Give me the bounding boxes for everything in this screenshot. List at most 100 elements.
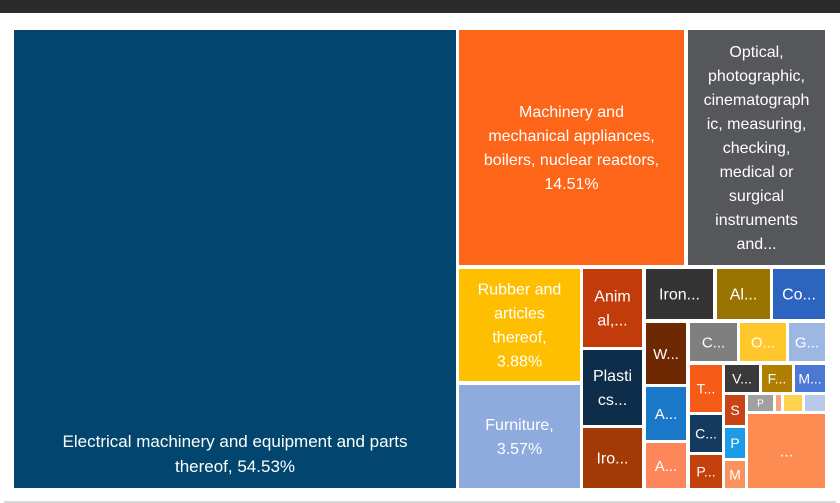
treemap-tile-tiny3[interactable]	[784, 395, 802, 411]
treemap-tile-rect	[583, 269, 642, 347]
treemap-tile-plastics[interactable]: Plasti cs...	[583, 350, 642, 425]
treemap-tile-label: Electrical machinery and equipment and p…	[63, 432, 408, 476]
treemap-tile-label-line: photographic,	[708, 68, 805, 85]
treemap-tile-g[interactable]: G...	[789, 323, 825, 361]
treemap-tile-al[interactable]: Al...	[717, 269, 770, 319]
treemap-tile-label-line: 3.88%	[497, 354, 542, 371]
treemap-tile-w[interactable]: W...	[646, 323, 686, 384]
treemap-tile-m1[interactable]: M...	[795, 365, 825, 392]
treemap-tile-rect	[646, 269, 713, 319]
treemap-tile-label: Optical, photographic, cinematograph ic, me…	[704, 44, 810, 253]
treemap-tile-label: C...	[695, 425, 717, 441]
treemap-tile-iron1[interactable]: Iron...	[646, 269, 713, 319]
treemap-tile-label-line: and...	[736, 236, 776, 253]
treemap-tile-label-line: C...	[702, 334, 725, 351]
treemap-tile-rect	[459, 385, 580, 488]
treemap-tile-label-line: P...	[696, 463, 715, 479]
treemap-tile-label: W...	[653, 346, 679, 363]
treemap-tile-t[interactable]: T...	[690, 365, 722, 412]
treemap-tile-label: P	[757, 399, 764, 410]
treemap-tile-rect	[646, 387, 686, 440]
treemap-tile-label: O...	[751, 334, 775, 351]
treemap-tile-c2[interactable]: C...	[690, 415, 722, 452]
treemap-tile-rect	[646, 443, 686, 488]
treemap-tile-rect	[773, 269, 825, 319]
treemap-tile-tiny4[interactable]	[805, 395, 825, 411]
treemap-tile-label-line: Optical,	[729, 44, 783, 61]
treemap-tile-a1[interactable]: A...	[646, 387, 686, 440]
treemap-tile-label-line: O...	[751, 334, 775, 351]
treemap-tile-label-line: Plasti	[593, 368, 632, 385]
treemap-tile-label-line: S	[730, 402, 739, 418]
treemap-tile-label-line: boilers, nuclear reactors,	[484, 152, 659, 169]
treemap-tile-rect	[717, 269, 770, 319]
treemap-tile-label-line: G...	[795, 334, 819, 351]
treemap-tile-label: Iro...	[596, 451, 628, 468]
treemap-tile-tiny1[interactable]: P	[748, 395, 773, 411]
treemap-tile-rect	[725, 461, 745, 488]
treemap-tile-label: M...	[798, 370, 821, 386]
treemap-tile-label: V...	[732, 370, 752, 386]
treemap-tile-machinery[interactable]: Machinery and mechanical appliances, boile…	[459, 30, 684, 265]
treemap-tile-label: Machinery and mechanical appliances, boile…	[484, 104, 659, 193]
treemap-tile-label-line: 14.51%	[544, 176, 598, 193]
treemap-tile-label: Furniture, 3.57%	[485, 417, 553, 458]
treemap-tile-label-line: al,...	[597, 313, 627, 330]
treemap-tile-p2[interactable]: P	[725, 428, 745, 458]
treemap-tile-label-line: medical or	[720, 164, 794, 181]
treemap-tile-label-line: M...	[798, 370, 821, 386]
treemap-tile-label: P	[730, 435, 739, 451]
treemap-tile-label-line: Al...	[730, 287, 758, 304]
treemap-tile-p1[interactable]: P...	[690, 455, 722, 488]
treemap-tile-rect	[748, 414, 825, 488]
treemap-tile-f[interactable]: F...	[762, 365, 792, 392]
treemap-tile-label: Al...	[730, 287, 758, 304]
treemap-tile-label-line: P	[730, 435, 739, 451]
treemap-tile-rect	[740, 323, 786, 361]
treemap-tile-label-line: thereof,	[492, 330, 546, 347]
treemap-tile-label-line: P	[757, 399, 764, 410]
treemap-tile-label-line: Machinery and	[519, 104, 624, 121]
treemap-tile-rect	[690, 365, 722, 412]
treemap-tile-v[interactable]: V...	[725, 365, 759, 392]
treemap-tile-optical[interactable]: Optical, photographic, cinematograph ic, me…	[688, 30, 825, 265]
treemap-tile-electrical[interactable]: Electrical machinery and equipment and p…	[14, 30, 456, 488]
treemap-tile-iron2[interactable]: Iro...	[583, 428, 642, 488]
treemap-tile-label-line: C...	[695, 425, 717, 441]
treemap-tile-rect	[784, 395, 802, 411]
treemap-tile-rect	[583, 350, 642, 425]
treemap-tile-rect	[583, 428, 642, 488]
treemap-tile-furniture[interactable]: Furniture, 3.57%	[459, 385, 580, 488]
treemap-tile-label: M	[729, 466, 741, 482]
treemap-tile-label-line: instruments	[715, 212, 798, 229]
treemap-tile-label-line: articles	[494, 306, 545, 323]
treemap-tile-label-line: ...	[780, 444, 793, 461]
treemap-tile-rect	[805, 395, 825, 411]
treemap-tile-tiny2[interactable]	[776, 395, 781, 411]
treemap-tile-c1[interactable]: C...	[690, 323, 737, 361]
treemap-tile-label-line: T...	[697, 380, 716, 396]
treemap-tile-o[interactable]: O...	[740, 323, 786, 361]
treemap-tile-label: ...	[780, 444, 793, 461]
treemap-tile-animal[interactable]: Anim al,...	[583, 269, 642, 347]
treemap-tile-label: Iron...	[659, 287, 700, 304]
treemap-tile-label: Anim al,...	[594, 289, 630, 330]
treemap-tile-label-line: W...	[653, 346, 679, 363]
treemap-tile-label-line: Iron...	[659, 287, 700, 304]
treemap-tile-rest[interactable]: ...	[748, 414, 825, 488]
treemap-tile-rect	[14, 30, 456, 488]
treemap-tile-label-line: Rubber and	[478, 282, 562, 299]
treemap-tile-label: A...	[655, 406, 678, 423]
treemap-tile-m2[interactable]: M	[725, 461, 745, 488]
treemap-tile-label-line: Iro...	[596, 451, 628, 468]
treemap-tile-s[interactable]: S	[725, 395, 745, 425]
treemap-tile-rect	[725, 428, 745, 458]
treemap-tile-label-line: 3.57%	[497, 441, 542, 458]
treemap-tile-rect	[646, 323, 686, 384]
treemap-tile-label-line: Co...	[782, 287, 816, 304]
treemap-tile-rubber[interactable]: Rubber and articles thereof, 3.88%	[459, 269, 580, 381]
treemap-tile-label-line: M	[729, 466, 741, 482]
treemap-tile-a2[interactable]: A...	[646, 443, 686, 488]
treemap-tile-co[interactable]: Co...	[773, 269, 825, 319]
